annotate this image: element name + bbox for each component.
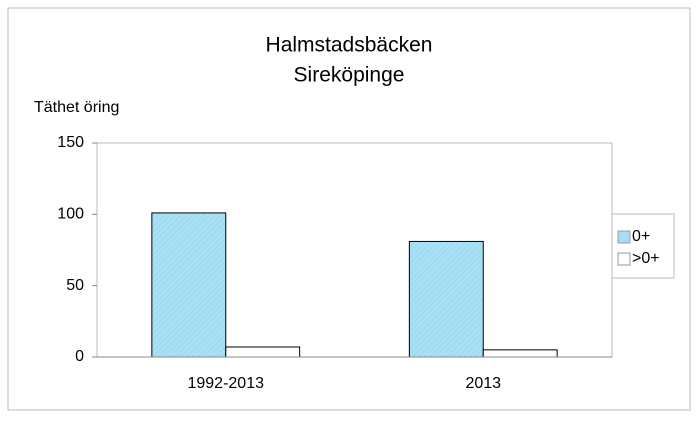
chart-title: Halmstadsbäcken <box>266 34 433 57</box>
bar <box>225 346 301 358</box>
x-tick-label: 2013 <box>465 375 501 392</box>
bar <box>482 349 558 358</box>
y-tick-label: 0 <box>75 348 84 365</box>
legend-swatch <box>617 230 631 244</box>
legend-swatch <box>617 252 631 266</box>
bar <box>151 212 227 358</box>
y-tick-label: 50 <box>66 277 84 294</box>
y-tick-label: 100 <box>57 206 84 223</box>
y-tick-label: 150 <box>57 134 84 151</box>
x-tick-label: 1992-2013 <box>187 375 264 392</box>
legend-label: >0+ <box>632 250 660 267</box>
y-axis-label: Täthet öring <box>34 99 119 116</box>
legend <box>611 213 675 279</box>
legend-label: 0+ <box>632 228 650 245</box>
chart-subtitle: Sireköpinge <box>294 64 405 87</box>
bar <box>408 240 484 358</box>
